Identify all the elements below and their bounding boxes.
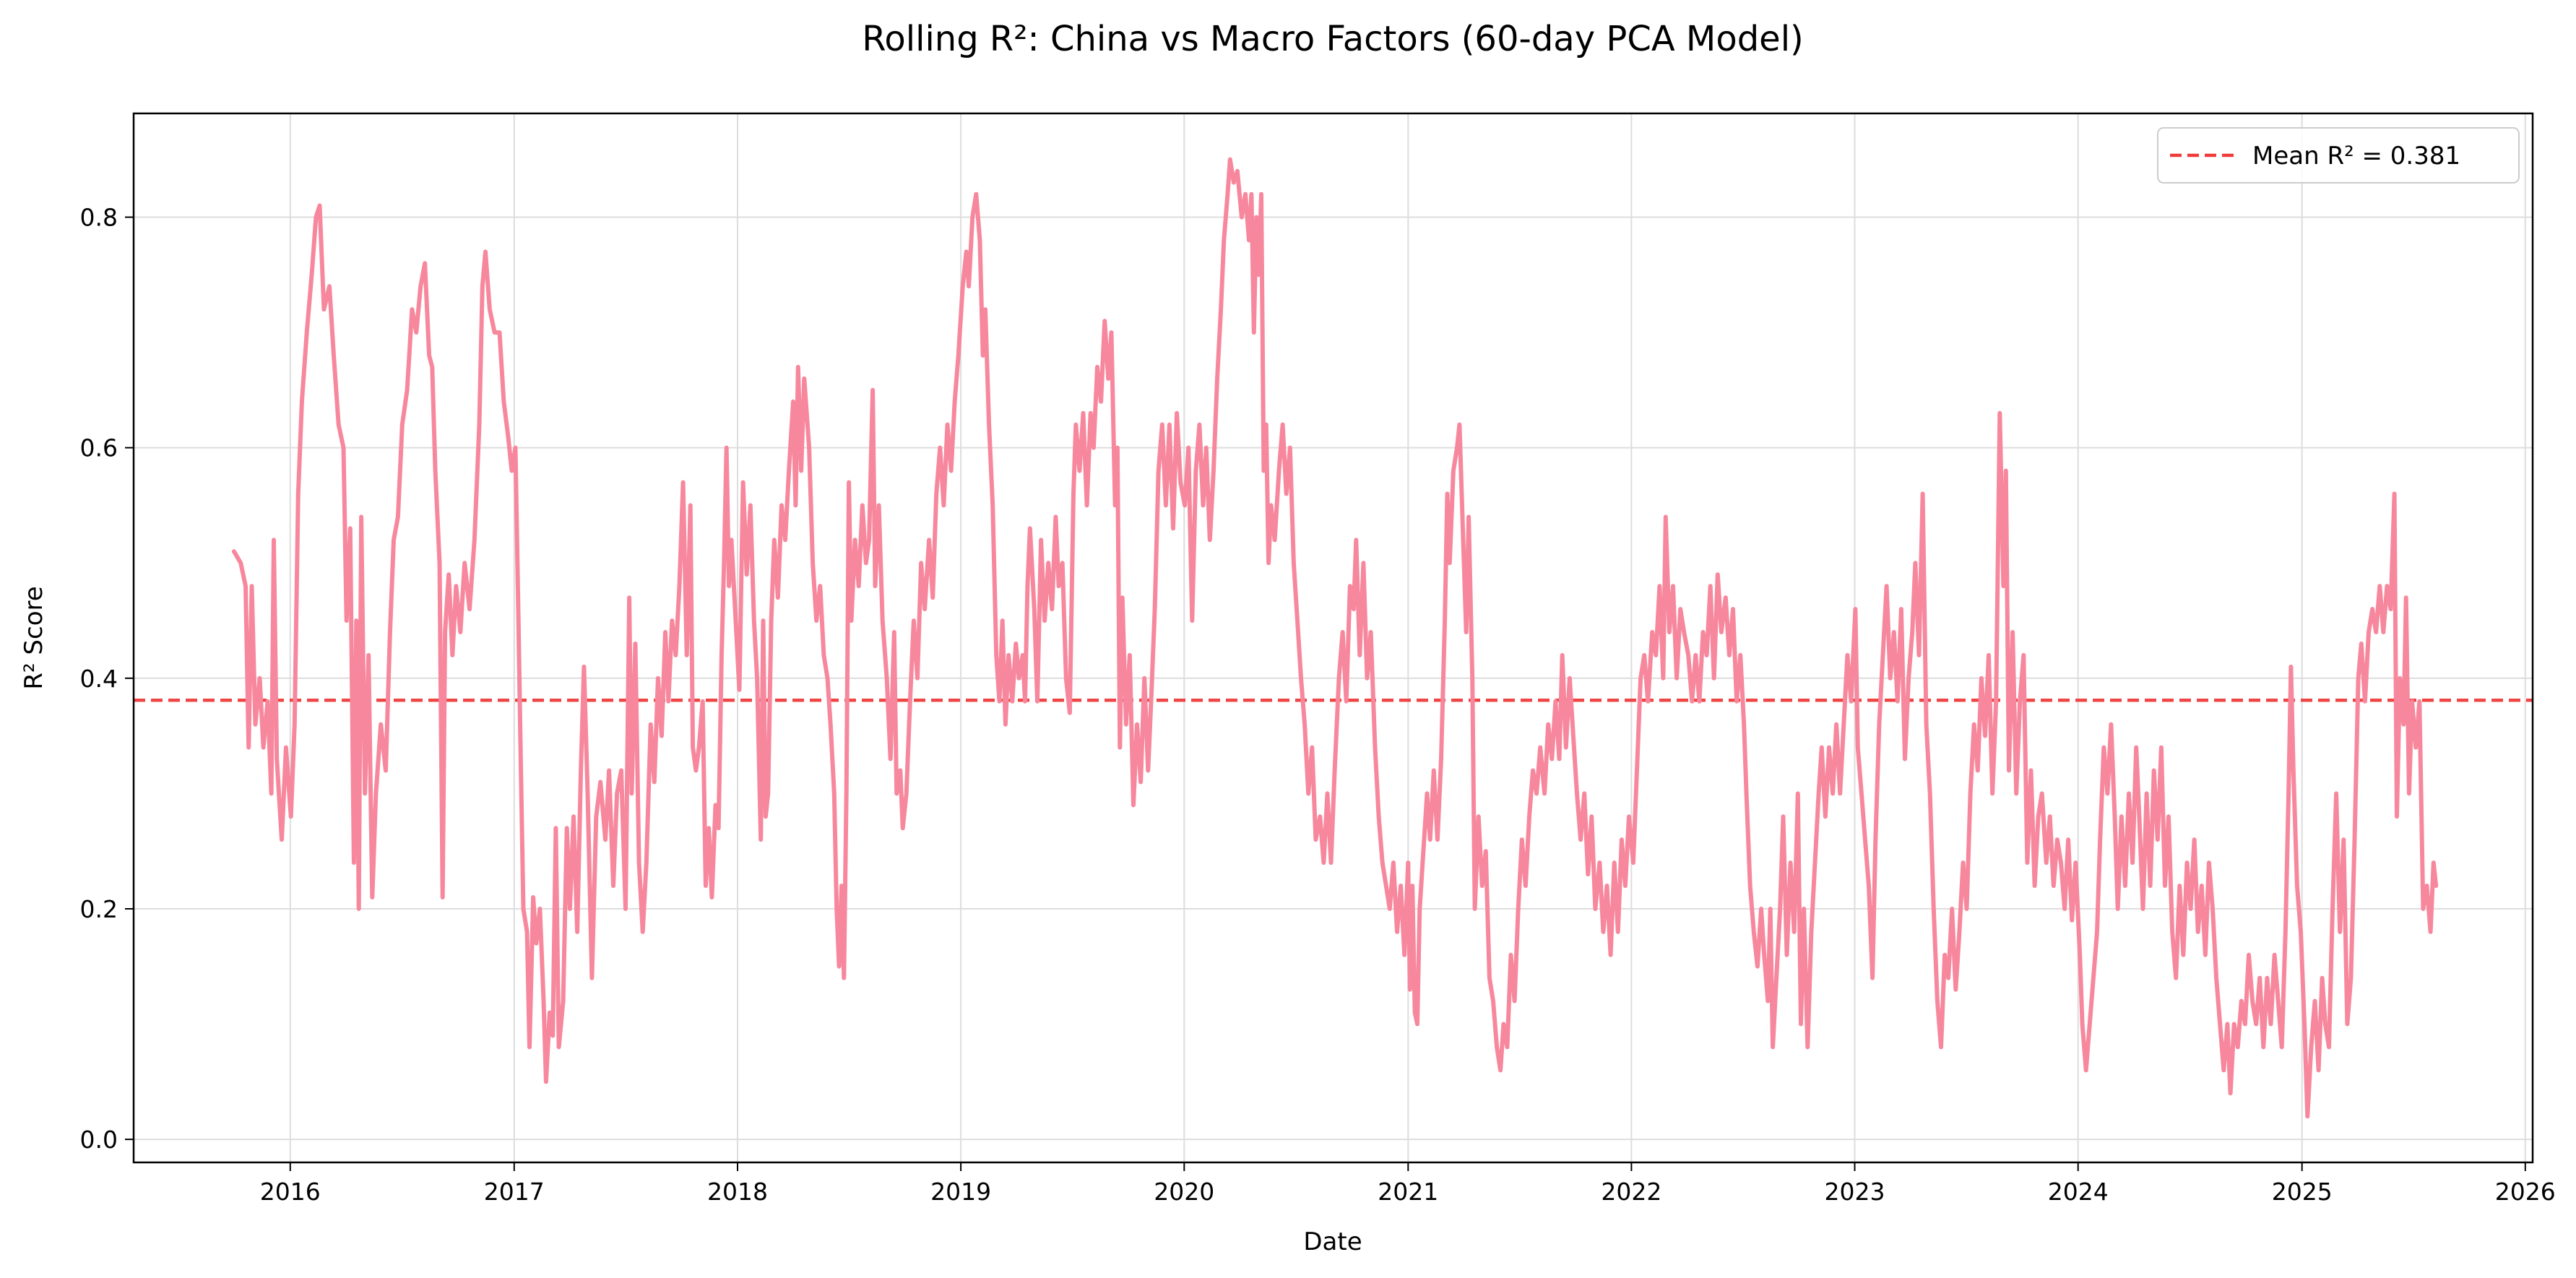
plot-area (134, 113, 2533, 1162)
y-tick-label: 0.8 (80, 204, 118, 232)
x-tick-label: 2024 (2048, 1178, 2109, 1206)
x-tick-label: 2016 (260, 1178, 321, 1206)
y-tick-label: 0.0 (80, 1126, 118, 1154)
legend-label-mean: Mean R² = 0.381 (2252, 142, 2460, 170)
legend: Mean R² = 0.381 (2157, 127, 2520, 184)
y-axis-ticks: 0.0 0.2 0.4 0.6 0.8 (80, 204, 134, 1154)
rolling-r2-series-line (231, 157, 2439, 1119)
x-axis-ticks: 2016 2017 2018 2019 2020 2021 2022 2023 2024 2025… (260, 1162, 2556, 1206)
x-tick-label: 2022 (1601, 1178, 1661, 1206)
x-tick-label: 2021 (1378, 1178, 1438, 1206)
x-tick-label: 2023 (1825, 1178, 1885, 1206)
y-tick-label: 0.4 (80, 665, 118, 693)
chart-title: Rolling R²: China vs Macro Factors (60-d… (862, 19, 1804, 59)
y-tick-label: 0.6 (80, 434, 118, 462)
x-tick-label: 2020 (1154, 1178, 1214, 1206)
x-tick-label: 2026 (2495, 1178, 2556, 1206)
y-axis-label: R² Score (20, 586, 48, 689)
x-tick-label: 2025 (2272, 1178, 2333, 1206)
x-tick-label: 2018 (707, 1178, 768, 1206)
x-axis-label: Date (1303, 1227, 1362, 1256)
x-tick-label: 2017 (484, 1178, 545, 1206)
plot-frame (132, 112, 2534, 1164)
legend-box (2157, 127, 2520, 184)
y-tick-label: 0.2 (80, 895, 118, 923)
grid-lines (134, 113, 2533, 1162)
x-tick-label: 2019 (930, 1178, 991, 1206)
series-layer (231, 157, 2439, 1119)
